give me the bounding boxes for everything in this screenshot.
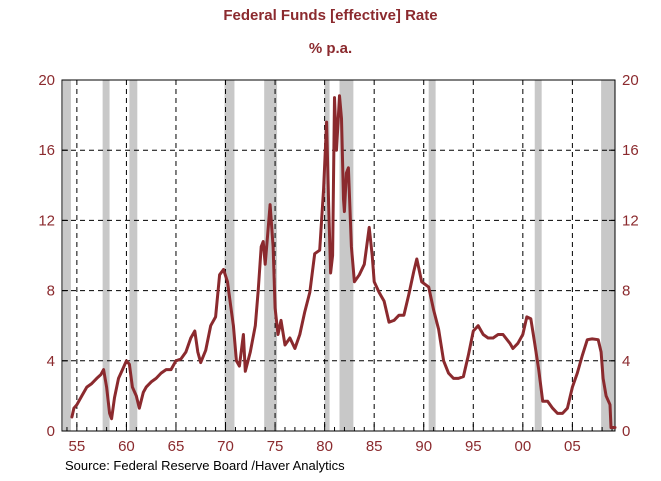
plot-frame bbox=[61, 79, 616, 432]
recession-band-7 bbox=[428, 80, 436, 431]
y-axis-left-labels: 0 4 8 12 16 20 bbox=[38, 72, 55, 440]
x-tick-label: 05 bbox=[564, 438, 581, 455]
recession-band-9 bbox=[601, 80, 615, 431]
recession-band-8 bbox=[534, 80, 542, 431]
axis-ticks bbox=[62, 79, 615, 432]
recession-band-4 bbox=[264, 80, 278, 431]
recession-band-3 bbox=[224, 80, 235, 431]
chart-title: Federal Funds [effective] Rate bbox=[223, 7, 438, 24]
x-tick-label: 95 bbox=[465, 438, 482, 455]
y-axis-right-labels: 0 4 8 12 16 20 bbox=[622, 72, 639, 440]
y-tick-label-left: 20 bbox=[38, 72, 55, 89]
x-axis-labels: 55 60 65 70 75 80 85 90 95 00 05 bbox=[69, 438, 581, 455]
y-tick-label-left: 4 bbox=[47, 353, 55, 370]
y-tick-label-left: 16 bbox=[38, 142, 55, 159]
y-tick-label-right: 16 bbox=[622, 142, 639, 159]
x-tick-label: 80 bbox=[316, 438, 333, 455]
recession-band-2 bbox=[129, 80, 138, 431]
y-tick-label-left: 8 bbox=[47, 283, 55, 300]
y-tick-label-left: 12 bbox=[38, 212, 55, 229]
y-tick-label-right: 20 bbox=[622, 72, 639, 89]
recession-band-5 bbox=[324, 80, 330, 431]
x-tick-label: 85 bbox=[366, 438, 383, 455]
y-tick-label-right: 0 bbox=[622, 423, 630, 440]
recession-bands bbox=[62, 80, 615, 431]
x-tick-label: 00 bbox=[514, 438, 531, 455]
grid-lines bbox=[62, 80, 615, 431]
x-tick-label: 70 bbox=[217, 438, 234, 455]
y-tick-label-left: 0 bbox=[47, 423, 55, 440]
recession-band-1 bbox=[102, 80, 110, 431]
x-tick-label: 90 bbox=[415, 438, 432, 455]
recession-band-0 bbox=[62, 80, 71, 431]
fed-funds-rate-line bbox=[70, 94, 617, 429]
source-note: Source: Federal Reserve Board /Haver Ana… bbox=[65, 458, 345, 473]
y-tick-label-right: 12 bbox=[622, 212, 639, 229]
x-tick-label: 60 bbox=[118, 438, 135, 455]
chart-subtitle: % p.a. bbox=[308, 40, 353, 57]
x-tick-label: 75 bbox=[267, 438, 284, 455]
x-tick-label: 65 bbox=[168, 438, 185, 455]
y-tick-label-right: 4 bbox=[622, 353, 630, 370]
y-tick-label-right: 8 bbox=[622, 283, 630, 300]
x-tick-label: 55 bbox=[69, 438, 86, 455]
